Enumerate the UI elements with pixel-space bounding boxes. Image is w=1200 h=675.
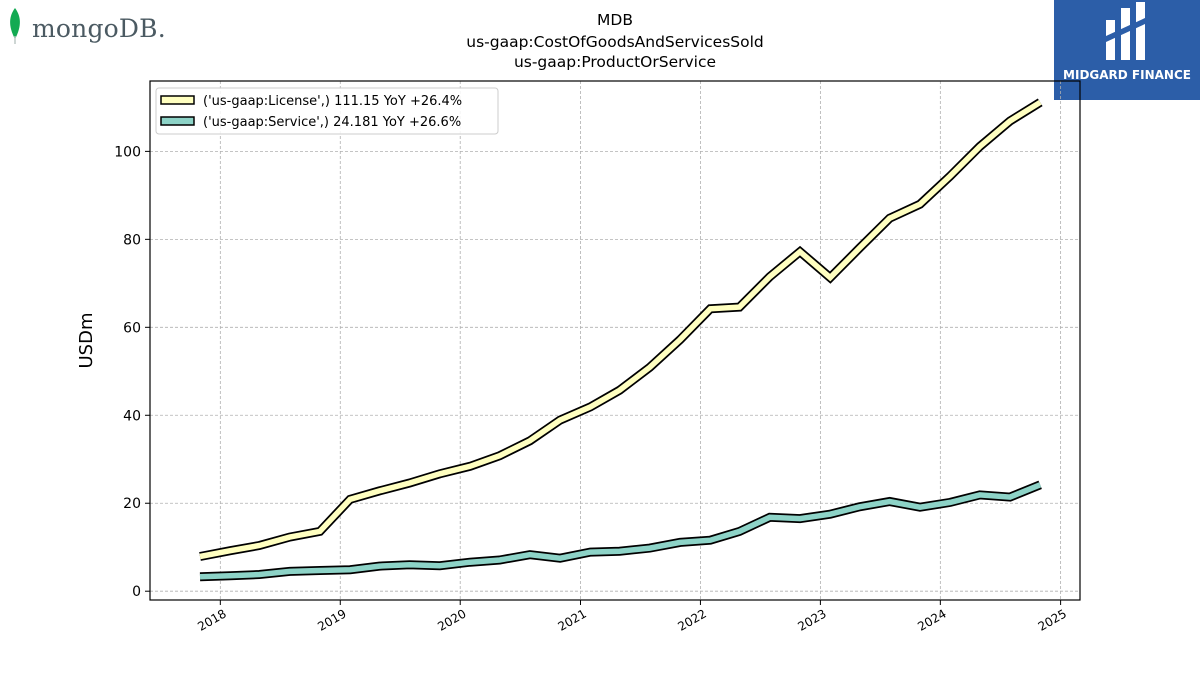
logo-text: mongoDB. [32,14,166,43]
logo-right-text: MIDGARD FINANCE [1063,68,1191,82]
y-tick-label: 80 [123,232,141,248]
leaf-icon [10,8,20,44]
series-line [199,482,1042,580]
x-tick-label: 2019 [315,606,348,633]
x-tick-label: 2021 [555,606,588,633]
series-line [199,99,1042,560]
midgard-emblem-icon [1106,2,1145,60]
plot-frame [149,80,1081,601]
midgard-finance-logo: MIDGARD FINANCE [1054,0,1200,100]
chart-title-line-1: MDB [597,11,633,29]
y-tick-label: 0 [132,584,141,600]
y-tick-label: 60 [123,320,141,336]
y-axis-label: USDm [76,313,97,369]
y-tick-label: 20 [123,496,141,512]
chart-title-line-2: us-gaap:CostOfGoodsAndServicesSold [466,33,764,51]
series-line-outline [199,98,1043,561]
legend-entry: ('us-gaap:Service',) 24.181 YoY +26.6% [203,115,461,130]
y-tick-label: 100 [114,144,141,160]
x-tick-label: 2018 [195,606,228,633]
x-tick-label: 2022 [675,606,708,633]
mongodb-logo: mongoDB. [4,6,166,46]
legend-swatch [160,95,195,105]
x-tick-label: 2024 [915,606,948,633]
x-tick-label: 2025 [1036,606,1069,633]
x-tick-label: 2023 [795,606,828,633]
x-tick-label: 2020 [435,606,468,633]
chart-title-line-3: us-gaap:ProductOrService [513,53,717,71]
legend-swatch [160,116,195,126]
y-tick-label: 40 [123,408,141,424]
legend-entry: ('us-gaap:License',) 111.15 YoY +26.4% [203,94,462,109]
legend-box [155,87,499,135]
